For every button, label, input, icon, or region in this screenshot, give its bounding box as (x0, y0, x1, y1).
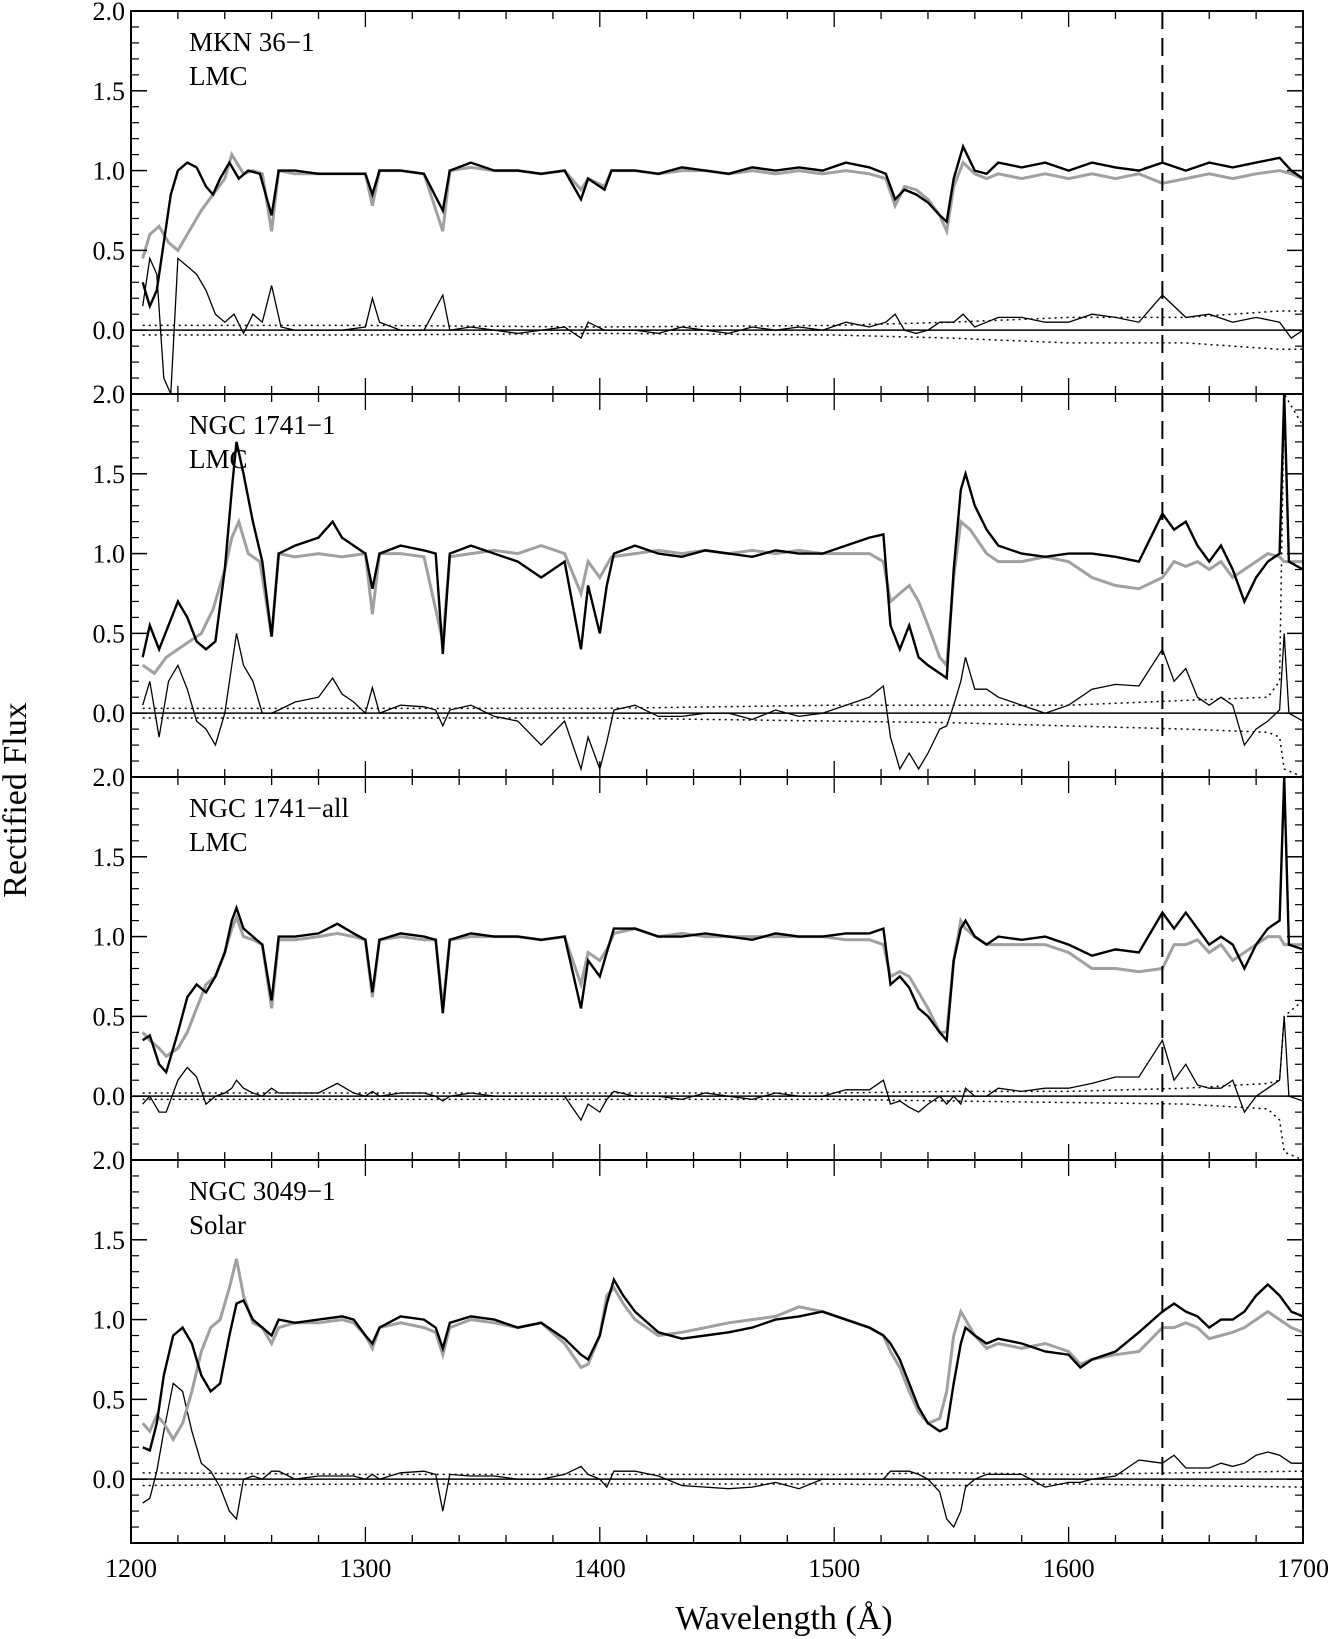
y-tick-label: 1.5 (93, 460, 126, 489)
y-tick-label: 2.0 (93, 1146, 126, 1175)
y-tick-label: 1.5 (93, 77, 126, 106)
x-tick-label: 1500 (808, 1554, 860, 1583)
y-tick-label: 0.5 (93, 619, 126, 648)
error-upper-line (142, 999, 1303, 1094)
observed-line (141, 394, 1303, 681)
error-upper-line (142, 394, 1303, 710)
panel-object-label: NGC 1741−1 (189, 410, 335, 440)
y-tick-label: 2.0 (93, 380, 126, 409)
observed-line (142, 1276, 1303, 1453)
y-tick-label: 0.0 (93, 316, 126, 345)
x-axis-title: Wavelength (Å) (675, 1600, 892, 1637)
y-tick-label: 0.5 (93, 236, 126, 265)
panel-metallicity-label: LMC (189, 61, 248, 91)
residual-line (142, 256, 1303, 394)
y-tick-label: 1.0 (93, 157, 126, 186)
observed-line (142, 777, 1303, 1075)
y-tick-label: 2.0 (93, 0, 126, 26)
x-tick-label: 1300 (339, 1554, 391, 1583)
plot-area (131, 394, 1303, 777)
error-lower-line (142, 717, 1303, 777)
panel-frame (130, 10, 1304, 395)
y-tick-label: 0.0 (93, 1465, 126, 1494)
panel-frame (130, 1159, 1304, 1544)
error-upper-line (142, 1470, 1303, 1476)
plot-area (131, 143, 1303, 394)
observed-line (141, 143, 1303, 310)
panels-layer: 0.0 0.5 1.0 1.5 2.0 MKN 36−1 LMC 0.0 0.5 1.0 1.5 2.… (93, 0, 1304, 1544)
x-tick-labels: 1200 1300 1400 1500 1600 1700 (105, 1554, 1329, 1583)
panel-metallicity-label: Solar (189, 1210, 246, 1240)
panel-3: 0.0 0.5 1.0 1.5 2.0 NGC 1741−all LMC (93, 763, 1304, 1161)
y-tick-label: 1.0 (93, 540, 126, 569)
residual-line (142, 1382, 1303, 1529)
plot-area (131, 777, 1303, 1160)
panel-frame (130, 393, 1304, 778)
y-tick-label: 0.5 (93, 1002, 126, 1031)
panel-object-label: NGC 1741−all (189, 793, 349, 823)
panel-object-label: NGC 3049−1 (189, 1176, 335, 1206)
y-tick-label: 2.0 (93, 763, 126, 792)
residual-line (142, 1016, 1303, 1122)
error-lower-line (142, 332, 1303, 351)
panel-object-label: MKN 36−1 (189, 27, 314, 57)
panel-4: 0.0 0.5 1.0 1.5 2.0 NGC 3049−1 Solar (93, 1146, 1304, 1544)
error-lower-line (142, 1098, 1303, 1160)
y-tick-label: 0.0 (93, 699, 126, 728)
y-tick-label: 0.5 (93, 1385, 126, 1414)
x-tick-label: 1200 (105, 1554, 157, 1583)
y-tick-label: 1.0 (93, 1306, 126, 1335)
error-lower-line (142, 1483, 1303, 1488)
model-line (141, 1258, 1303, 1443)
y-tick-label: 0.0 (93, 1082, 126, 1111)
plot-area (131, 1258, 1303, 1529)
model-line (141, 517, 1303, 676)
x-tick-label: 1400 (574, 1554, 626, 1583)
model-line (141, 913, 1303, 1059)
panel-1: 0.0 0.5 1.0 1.5 2.0 MKN 36−1 LMC (93, 0, 1304, 395)
y-axis-title: Rectified Flux (0, 702, 34, 897)
x-tick-label: 1600 (1043, 1554, 1095, 1583)
panel-metallicity-label: LMC (189, 444, 248, 474)
residual-line (142, 633, 1303, 772)
y-tick-label: 1.0 (93, 923, 126, 952)
x-tick-label: 1700 (1277, 1554, 1329, 1583)
error-upper-line (142, 310, 1303, 328)
panel-metallicity-label: LMC (189, 827, 248, 857)
y-tick-label: 1.5 (93, 843, 126, 872)
y-tick-label: 1.5 (93, 1226, 126, 1255)
panel-2: 0.0 0.5 1.0 1.5 2.0 NGC 1741−1 LMC (93, 380, 1304, 778)
